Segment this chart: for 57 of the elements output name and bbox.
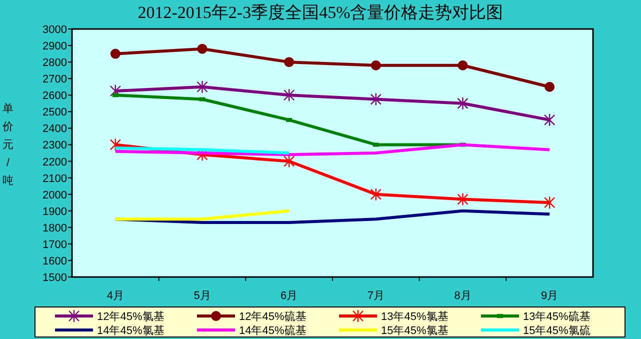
point bbox=[196, 80, 208, 94]
legend-item: 13年45%氯基 bbox=[339, 309, 448, 323]
point bbox=[457, 96, 468, 110]
chart-title: 2012-2015年2-3季度全国45%含量价格走势对比图 bbox=[138, 3, 504, 22]
y-tick-label: 2500 bbox=[42, 106, 67, 119]
legend-label: 14年45%氯基 bbox=[97, 324, 164, 337]
legend-item: 12年45%氯基 bbox=[55, 309, 164, 323]
point bbox=[370, 188, 382, 201]
y-tick-label: 2900 bbox=[42, 40, 67, 53]
x-tick-label: 9月 bbox=[541, 290, 558, 302]
legend-label: 14年45%硫基 bbox=[239, 324, 306, 337]
legend-item: 14年45%氯基 bbox=[55, 325, 164, 337]
y-tick-label: 2600 bbox=[42, 90, 67, 102]
legend-label: 15年45%氯硫 bbox=[523, 324, 590, 337]
legend-item: 15年45%氯基 bbox=[339, 325, 448, 337]
point bbox=[544, 113, 556, 127]
point bbox=[110, 84, 122, 98]
y-tick-label: 2800 bbox=[42, 57, 67, 70]
x-tick-label: 6月 bbox=[280, 290, 298, 302]
legend-label: 15年45%氯基 bbox=[381, 324, 448, 337]
point bbox=[110, 138, 122, 152]
point bbox=[110, 48, 120, 59]
y-tick-label: 2000 bbox=[42, 189, 67, 202]
legend-label: 13年45%氯基 bbox=[381, 310, 448, 323]
legend-label: 12年45%硫基 bbox=[239, 310, 306, 323]
point bbox=[370, 60, 381, 70]
y-tick-label: 1900 bbox=[42, 206, 67, 218]
y-tick-label: 2200 bbox=[42, 156, 67, 168]
point bbox=[457, 192, 468, 206]
y-tick-label: 1700 bbox=[42, 238, 67, 251]
legend-item: 12年45%硫基 bbox=[197, 311, 306, 323]
point bbox=[544, 82, 555, 92]
y-tick-label: 1600 bbox=[42, 255, 67, 268]
point bbox=[458, 60, 468, 70]
x-tick-label: 4月 bbox=[106, 290, 124, 302]
legend-item: 14年45%硫基 bbox=[197, 325, 306, 337]
y-tick-label: 2300 bbox=[42, 140, 67, 152]
y-tick-label: 3000 bbox=[42, 24, 67, 36]
legend-item: 13年45%硫基 bbox=[481, 311, 590, 323]
legend-label: 13年45%硫基 bbox=[523, 310, 590, 323]
x-tick-label: 7月 bbox=[367, 290, 384, 302]
y-tick-label: 2700 bbox=[42, 74, 67, 86]
point bbox=[283, 88, 295, 102]
point bbox=[370, 92, 382, 106]
y-axis-title: 单价元/吨 bbox=[2, 102, 14, 187]
point bbox=[283, 154, 295, 168]
x-tick-label: 5月 bbox=[194, 290, 211, 302]
legend-item: 15年45%氯硫 bbox=[481, 325, 590, 337]
legend-label: 12年45%氯基 bbox=[97, 310, 164, 323]
y-tick-label: 1800 bbox=[42, 222, 67, 234]
y-tick-label: 1500 bbox=[42, 272, 67, 284]
y-tick-label: 2400 bbox=[42, 123, 67, 136]
y-tick-label: 2100 bbox=[42, 172, 67, 185]
point bbox=[197, 44, 208, 54]
point bbox=[544, 196, 556, 210]
point bbox=[284, 57, 294, 68]
x-tick-label: 8月 bbox=[454, 290, 472, 302]
